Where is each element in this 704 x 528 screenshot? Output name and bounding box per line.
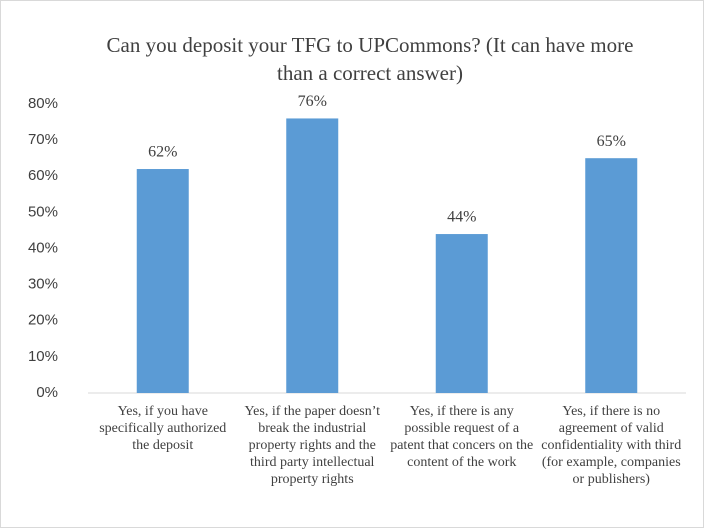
data-label: 44% xyxy=(447,209,476,226)
data-label: 76% xyxy=(298,93,327,110)
bar xyxy=(286,118,339,393)
x-tick-label: Yes, if you have specifically authorized t… xyxy=(99,404,226,453)
chart-title: Can you deposit your TFG to UPCommons? (… xyxy=(107,33,634,85)
y-tick-label: 50% xyxy=(28,203,58,220)
y-tick-label: 60% xyxy=(28,167,58,184)
y-tick-label: 40% xyxy=(28,239,58,256)
y-tick-label: 0% xyxy=(36,384,58,401)
y-tick-label: 70% xyxy=(28,131,58,148)
data-label: 62% xyxy=(148,144,177,161)
y-tick-label: 10% xyxy=(28,348,58,365)
x-tick-label: Yes, if there is no agreement of valid con… xyxy=(541,404,681,487)
y-tick-label: 80% xyxy=(28,95,58,112)
x-tick-label: Yes, if the paper doesn’t break the indus… xyxy=(244,404,380,487)
bar xyxy=(136,169,189,393)
bar xyxy=(585,158,638,393)
y-tick-label: 20% xyxy=(28,312,58,329)
x-tick-label: Yes, if there is any possible request of … xyxy=(390,404,533,470)
bar xyxy=(435,234,488,393)
data-label: 65% xyxy=(597,133,626,150)
y-tick-label: 30% xyxy=(28,276,58,293)
